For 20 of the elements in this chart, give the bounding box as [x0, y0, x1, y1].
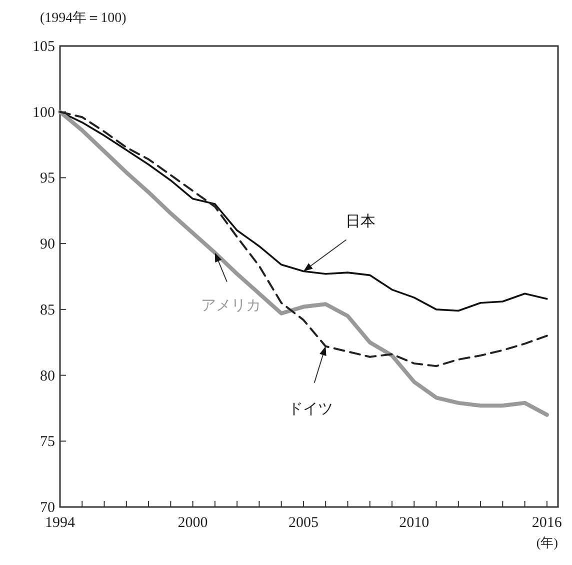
- text: 日本: [345, 213, 376, 230]
- y-tick-label: 85: [40, 302, 55, 318]
- y-tick-label: 70: [40, 500, 55, 516]
- y-axis-title: (1994年＝100): [40, 10, 127, 26]
- line-series: [58, 110, 549, 417]
- y-tick-label: 90: [40, 236, 55, 253]
- y-tick-label: 75: [40, 434, 55, 450]
- series-label: アメリカ: [200, 298, 261, 314]
- y-tick-label: 105: [32, 39, 55, 55]
- x-tick-label: 2000: [178, 515, 208, 531]
- y-tick-label: 80: [40, 368, 55, 384]
- line-series: [59, 110, 548, 368]
- y-tick-label: 95: [40, 170, 55, 187]
- x-tick-label: 2010: [399, 515, 430, 531]
- x-axis-title: (年): [536, 535, 558, 550]
- x-tick-label: 1994: [45, 515, 76, 531]
- y-tick-label: 100: [32, 104, 55, 121]
- x-tick-label: 2005: [288, 515, 318, 531]
- x-tick-label: 2016: [532, 515, 562, 531]
- text: ドイツ: [288, 401, 334, 418]
